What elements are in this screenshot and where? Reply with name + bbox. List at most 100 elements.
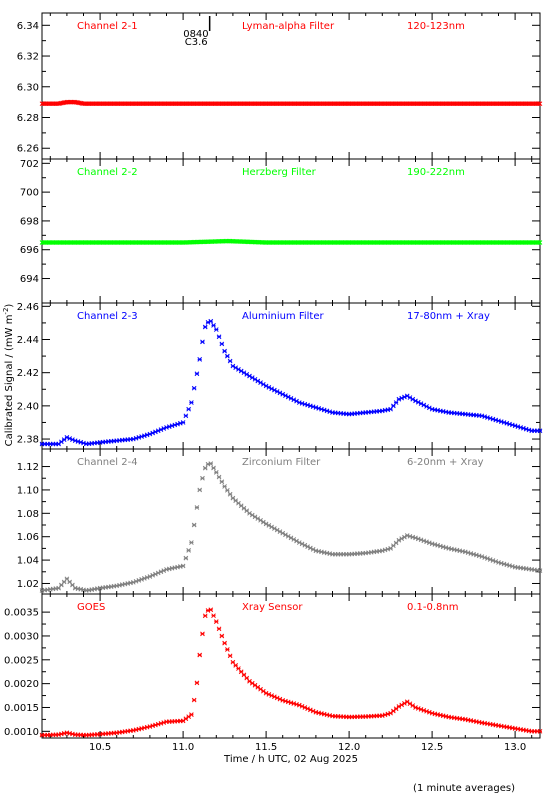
- data-point: [186, 406, 191, 412]
- y-axis-label: Calibrated Signal / (mW m-2): [2, 304, 15, 447]
- panel-frame: [41, 448, 541, 595]
- x-tick-label: 11.5: [255, 742, 277, 753]
- data-point: [202, 613, 208, 619]
- data-point: [222, 640, 227, 646]
- filter-label: Aluminium Filter: [242, 311, 325, 322]
- y-tick-label: 2.40: [17, 401, 39, 412]
- y-tick-label: 696: [20, 245, 39, 256]
- data-point: [211, 323, 216, 328]
- data-point: [189, 712, 194, 717]
- channel-label: GOES: [77, 602, 105, 613]
- data-point: [211, 613, 216, 619]
- y-tick-label: 0.0010: [4, 727, 39, 738]
- data-point: [189, 400, 194, 405]
- flare-time-label: 0840: [183, 29, 208, 40]
- data-point: [216, 626, 222, 632]
- data-point: [183, 413, 189, 419]
- data-point: [227, 358, 233, 364]
- data-point: [191, 385, 197, 391]
- data-point: [213, 470, 219, 475]
- data-point: [225, 647, 230, 652]
- y-tick-label: 700: [20, 188, 39, 199]
- data-point: [197, 652, 203, 658]
- y-tick-label: 2.42: [17, 368, 39, 379]
- y-tick-label: 1.08: [17, 509, 39, 520]
- y-tick-label: 1.04: [17, 556, 39, 567]
- data-point: [216, 334, 222, 340]
- y-tick-label: 6.32: [17, 52, 39, 63]
- data-point: [537, 568, 543, 573]
- y-tick-label: 6.30: [17, 82, 39, 93]
- panel-frame: [41, 12, 541, 160]
- panel-2: 694 696 698 700 702 Channel 2-2 Herzberg Filte…: [20, 158, 543, 304]
- data-point: [191, 697, 197, 703]
- data-point: [208, 461, 214, 466]
- panels: 6.26 6.28 6.30 6.32 6.34 Channel 2-1 Lyman-alp…: [4, 12, 543, 753]
- data-point: [211, 465, 216, 471]
- data-point: [219, 633, 225, 639]
- data-point: [180, 420, 186, 425]
- y-tick-label: 6.28: [17, 113, 39, 124]
- panel-3: 2.38 2.40 2.42 2.44 2.46 Channel 2-3 Aluminium…: [17, 302, 543, 450]
- filter-label: Xray Sensor: [242, 602, 303, 613]
- data-point: [191, 522, 197, 528]
- y-tick-label: 2.46: [17, 302, 39, 313]
- y-tick-label: 6.26: [17, 144, 39, 155]
- x-tick-label: 11.0: [172, 742, 194, 753]
- data-point: [197, 487, 203, 493]
- y-axis-label-superscript: -2: [2, 308, 10, 315]
- y-tick-label: 2.44: [17, 335, 39, 346]
- data-point: [194, 371, 200, 377]
- x-tick-label: 10.5: [89, 742, 111, 753]
- panel-frame: [41, 302, 541, 450]
- data-point: [208, 318, 214, 324]
- y-tick-label: 1.12: [17, 462, 39, 473]
- data-point: [202, 324, 208, 330]
- y-tick-label: 0.0015: [4, 703, 39, 714]
- data-point: [225, 353, 230, 359]
- data-point: [213, 619, 219, 625]
- data-point: [537, 428, 543, 434]
- x-tick-label: 13.0: [504, 742, 526, 753]
- filter-label: Lyman-alpha Filter: [242, 21, 335, 32]
- series-points: [39, 238, 543, 245]
- band-label: 120-123nm: [407, 21, 465, 32]
- y-tick-label: 1.06: [17, 532, 39, 543]
- y-tick-label: 702: [20, 159, 39, 170]
- y-tick-label: 2.38: [17, 435, 39, 446]
- filter-label: Herzberg Filter: [242, 167, 317, 178]
- data-point: [213, 327, 219, 332]
- panel-frame: [41, 593, 541, 739]
- y-axis-label-main: Calibrated Signal / (mW m: [4, 315, 15, 447]
- channel-label: Channel 2-1: [77, 21, 138, 32]
- y-tick-label: 0.0035: [4, 608, 39, 619]
- data-point: [189, 540, 194, 545]
- data-point: [208, 607, 214, 613]
- channel-label: Channel 2-4: [77, 457, 138, 468]
- band-label: 6-20nm + Xray: [407, 457, 484, 468]
- data-point: [194, 680, 200, 686]
- data-point: [227, 491, 233, 497]
- y-tick-label: 1.02: [17, 579, 39, 590]
- data-point: [216, 474, 222, 480]
- y-tick-label: 698: [20, 216, 39, 227]
- data-point: [537, 240, 543, 245]
- data-point: [197, 357, 203, 362]
- y-tick-label: 0.0030: [4, 631, 39, 642]
- data-point: [227, 653, 233, 659]
- x-tick-labels: 10.5 11.0 11.5 12.0 12.5 13.0: [89, 742, 526, 753]
- data-point: [200, 631, 205, 637]
- channel-label: Channel 2-2: [77, 167, 138, 178]
- panel-4: 1.02 1.04 1.06 1.08 1.10 1.12 Channel 2-4 Zirco…: [17, 448, 543, 595]
- data-point: [536, 101, 541, 107]
- y-axis-label-end: ): [4, 304, 15, 308]
- x-tick-label: 12.5: [421, 742, 443, 753]
- data-point: [219, 479, 225, 485]
- panel-5: 0.0010 0.0015 0.0020 0.0025 0.0030 0.0035 GOES…: [4, 593, 543, 739]
- panel-frame: [41, 158, 541, 304]
- channel-label: Channel 2-3: [77, 311, 138, 322]
- y-tick-label: 0.0025: [4, 655, 39, 666]
- data-point: [194, 505, 200, 510]
- band-label: 17-80nm + Xray: [407, 311, 490, 322]
- x-tick-label: 12.0: [338, 742, 360, 753]
